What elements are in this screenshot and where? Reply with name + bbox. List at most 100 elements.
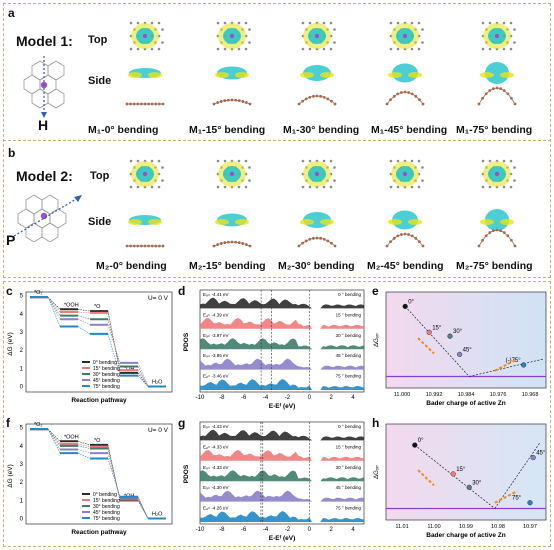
energy-connector [77, 445, 91, 449]
lattice-atom [308, 159, 312, 163]
energy-connector [77, 443, 91, 448]
lattice-atom [244, 47, 248, 51]
lattice-atom [301, 185, 305, 189]
potential-label: U= 0 V [148, 295, 169, 302]
legend-label: 30° bending [93, 504, 120, 510]
legend-label: 75° bending [93, 384, 120, 390]
side-isosurface [485, 62, 509, 84]
lattice-atom [396, 21, 400, 25]
side-isosurface-yellow [320, 219, 334, 225]
lattice-atom [248, 166, 251, 169]
lattice-atom [322, 47, 326, 51]
energy-connector [107, 458, 121, 497]
species-label: *OH [124, 366, 134, 372]
energy-connector [47, 428, 61, 454]
lattice-atom [157, 159, 161, 163]
lattice-atom [329, 47, 333, 51]
legend-label: 0° bending [93, 360, 117, 366]
panel-b-caption-4: M₂-75° bending [456, 260, 533, 272]
legend-label: 15° bending [93, 498, 120, 504]
structure-4 [477, 159, 517, 248]
lattice-atom [389, 159, 393, 163]
pdos-trace [200, 379, 364, 390]
energy-connector [107, 312, 121, 371]
point-label: 45° [536, 451, 546, 457]
y-axis-label: PDOS [183, 464, 190, 483]
panel-e-letter: e [372, 284, 379, 298]
lattice-atom [417, 185, 421, 189]
chain-bond [298, 237, 336, 247]
lattice-atom [248, 28, 251, 31]
trace-label: 15 ° bending [336, 312, 362, 317]
structure-1 [212, 21, 252, 106]
lattice-atom [301, 159, 305, 163]
x-tick-label: 4 [351, 395, 355, 401]
plot-frame [25, 423, 173, 525]
lattice-atom [502, 21, 506, 25]
lattice-atom [509, 47, 513, 51]
zn-atom [142, 33, 148, 39]
point-label: 15° [432, 325, 442, 331]
data-point [466, 484, 472, 490]
point-label: 30° [472, 480, 482, 486]
point-label: 0° [408, 299, 414, 305]
lattice-atom [237, 159, 241, 163]
lattice-atom [129, 185, 133, 189]
zn-atom [314, 171, 320, 177]
lattice-atom [329, 159, 333, 163]
side-isosurface [392, 210, 418, 230]
pdos-trace [200, 470, 364, 482]
lattice-atom [223, 47, 227, 51]
y-tick-label: 2 [20, 348, 24, 354]
lattice-atom [308, 21, 312, 25]
zn-atom [314, 33, 320, 39]
pdos-trace [200, 338, 364, 350]
panel-b-letter: b [8, 146, 16, 160]
panel-a-caption-1: M₁-15° bending [189, 124, 266, 136]
lattice-atom [502, 159, 506, 163]
chain-atom [125, 244, 129, 248]
x-axis-label: Bader charge of active Zn [426, 532, 505, 539]
lattice-atom [509, 185, 513, 189]
ed-label: Eₔ= -4.26 eV [203, 506, 229, 511]
data-point [447, 333, 453, 339]
lattice-atom [308, 47, 312, 51]
panel-separator [3, 140, 551, 141]
lattice-atom [333, 41, 336, 44]
lattice-atom [150, 159, 154, 163]
panel-b-structures [115, 146, 545, 256]
energy-connector [107, 444, 121, 501]
lattice-atom [389, 185, 393, 189]
lattice-atom [396, 47, 400, 51]
y-axis-label: ΔGₒᵣᵣ [374, 333, 380, 347]
energy-connector [47, 428, 61, 446]
side-isosurface-yellow [148, 219, 162, 225]
pdos-trace [200, 511, 364, 522]
ed-label: Eₔ= -3.46 eV [203, 374, 229, 379]
x-tick-label: 10.968 [522, 392, 539, 398]
panel-b-caption-1: M₂-15° bending [189, 260, 266, 272]
energy-connector [107, 324, 121, 363]
lattice-atom [157, 185, 161, 189]
ed-label: Eₔ= -3.86 eV [203, 353, 229, 358]
point-label: 30° [453, 329, 463, 335]
legend-label: 15° bending [93, 366, 120, 372]
x-tick-label: 2 [330, 395, 334, 401]
side-isosurface-yellow [128, 72, 142, 78]
lattice-atom [396, 185, 400, 189]
lattice-atom [248, 41, 251, 44]
x-tick-label: 10.992 [426, 392, 443, 398]
lattice-atom [322, 159, 326, 163]
model-2-title: Model 2: [16, 168, 73, 184]
side-isosurface-yellow [500, 72, 514, 78]
chain-bond [478, 87, 516, 105]
panel-h-chart: 11.01 11.00 10.99 10.98 10.97 Bader charge of… [370, 416, 550, 546]
data-point [456, 351, 463, 358]
side-isosurface-yellow [235, 219, 249, 225]
x-tick-label: -10 [196, 395, 205, 401]
x-tick-label: 10.98 [491, 524, 505, 530]
ed-label: Eₔ= -4.33 eV [203, 465, 229, 470]
lattice-atom [509, 159, 513, 163]
panel-b-caption-2: M₂-30° bending [278, 260, 355, 272]
lattice-atom [161, 166, 164, 169]
